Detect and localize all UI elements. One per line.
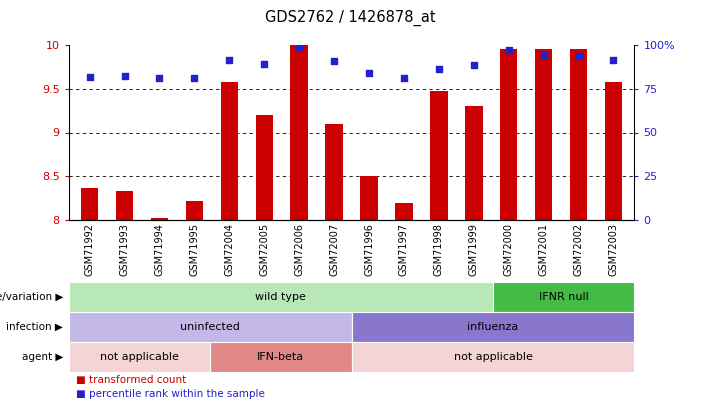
Text: GSM72003: GSM72003 — [608, 223, 618, 276]
Text: GSM71993: GSM71993 — [120, 223, 130, 276]
Text: GSM72007: GSM72007 — [329, 223, 339, 276]
Bar — [116, 191, 133, 220]
Bar — [325, 124, 343, 220]
Point — [329, 58, 340, 64]
Text: genotype/variation ▶: genotype/variation ▶ — [0, 292, 63, 302]
Text: IFNR null: IFNR null — [539, 292, 589, 302]
Text: GSM71994: GSM71994 — [154, 223, 165, 276]
Bar — [69, 312, 352, 342]
Text: GSM71999: GSM71999 — [469, 223, 479, 276]
Bar — [256, 115, 273, 220]
Text: GDS2762 / 1426878_at: GDS2762 / 1426878_at — [265, 10, 436, 26]
Point — [503, 47, 515, 53]
Point — [573, 53, 584, 60]
Text: influenza: influenza — [468, 322, 519, 332]
Point — [154, 75, 165, 81]
Text: wild type: wild type — [255, 292, 306, 302]
Text: ■ percentile rank within the sample: ■ percentile rank within the sample — [76, 389, 264, 399]
Bar — [605, 82, 622, 220]
Point — [259, 61, 270, 68]
Bar — [186, 201, 203, 220]
Text: GSM72002: GSM72002 — [573, 223, 583, 276]
Bar — [221, 82, 238, 220]
Bar — [360, 176, 378, 220]
Bar — [290, 45, 308, 220]
Bar — [210, 342, 352, 372]
Point — [433, 65, 444, 72]
Text: GSM72006: GSM72006 — [294, 223, 304, 276]
Point — [119, 72, 130, 79]
Text: GSM71996: GSM71996 — [364, 223, 374, 276]
Bar — [493, 282, 634, 312]
Text: GSM71997: GSM71997 — [399, 223, 409, 276]
Bar — [430, 92, 447, 220]
Text: GSM71995: GSM71995 — [189, 223, 199, 276]
Point — [294, 43, 305, 50]
Text: IFN-beta: IFN-beta — [257, 352, 304, 362]
Bar — [69, 342, 210, 372]
Bar — [395, 202, 413, 220]
Point — [468, 62, 479, 68]
Text: infection ▶: infection ▶ — [6, 322, 63, 332]
Bar — [81, 188, 98, 220]
Point — [398, 75, 409, 81]
Point — [189, 75, 200, 81]
Text: GSM72001: GSM72001 — [538, 223, 549, 276]
Bar — [465, 106, 482, 220]
Text: ■ transformed count: ■ transformed count — [76, 375, 186, 385]
Bar — [535, 49, 552, 220]
Point — [363, 70, 374, 76]
Bar — [352, 342, 634, 372]
Point — [224, 57, 235, 63]
Text: uninfected: uninfected — [180, 322, 240, 332]
Bar — [151, 218, 168, 220]
Bar — [352, 312, 634, 342]
Text: GSM71998: GSM71998 — [434, 223, 444, 276]
Text: agent ▶: agent ▶ — [22, 352, 63, 362]
Text: GSM72000: GSM72000 — [504, 223, 514, 276]
Point — [84, 74, 95, 81]
Text: not applicable: not applicable — [100, 352, 179, 362]
Point — [538, 52, 549, 59]
Text: not applicable: not applicable — [454, 352, 533, 362]
Bar — [500, 49, 517, 220]
Text: GSM72005: GSM72005 — [259, 223, 269, 276]
Text: GSM71992: GSM71992 — [85, 223, 95, 276]
Point — [608, 57, 619, 63]
Bar — [570, 49, 587, 220]
Bar — [69, 282, 493, 312]
Text: GSM72004: GSM72004 — [224, 223, 234, 276]
